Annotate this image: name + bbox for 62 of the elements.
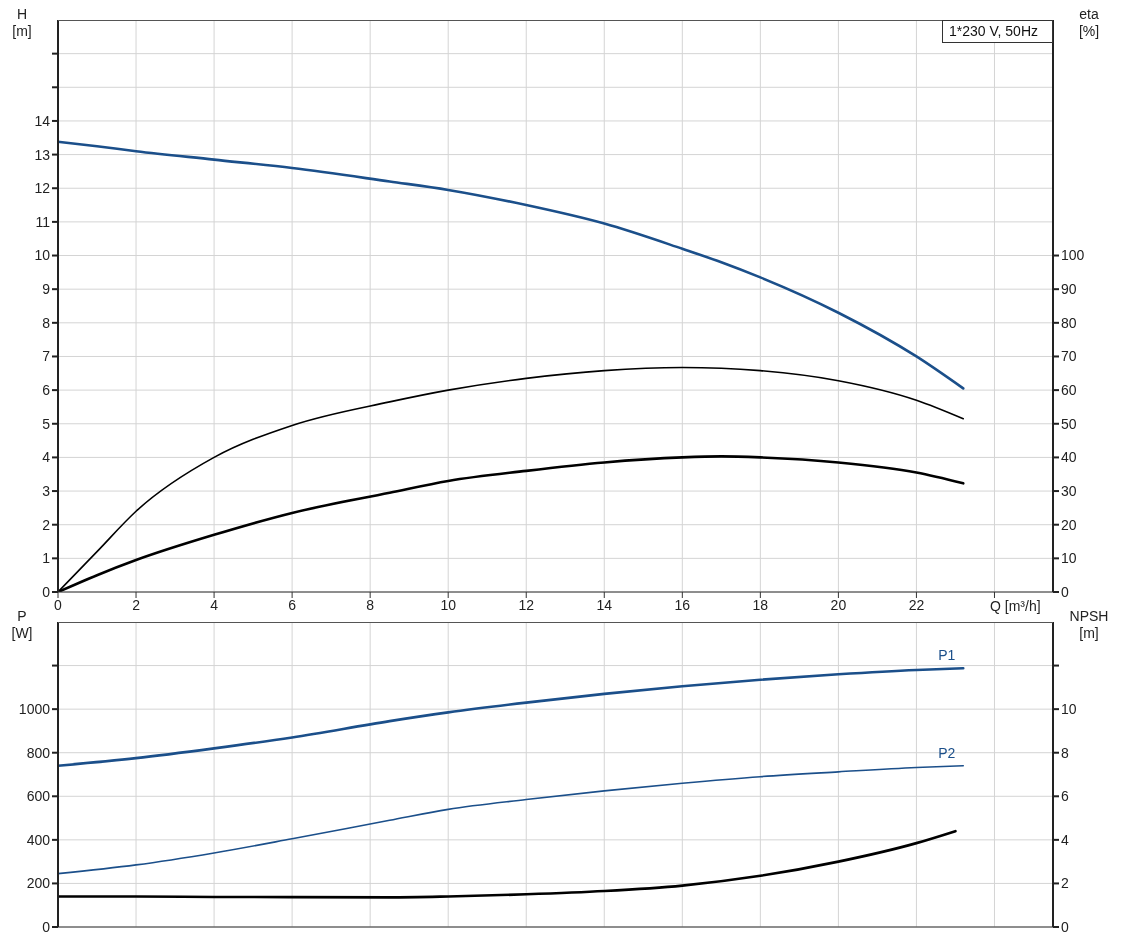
series-label: P2 [938,744,956,761]
y-tick-label: 3 [42,483,51,500]
line-series [58,666,965,768]
y-tick-label: 9 [42,281,51,298]
y-tick-label: 13 [34,146,51,163]
y2-tick-label: 60 [1061,382,1077,399]
x-tick-label: 0 [54,596,63,613]
y-tick-label: 200 [26,875,51,892]
y2-tick-label: 0 [1061,583,1069,600]
series-label: P1 [938,647,956,664]
x-tick-label: 16 [674,596,691,613]
y-tick-label: 0 [42,918,51,935]
y2-tick-label: 100 [1061,247,1085,264]
y-tick-label: 800 [26,744,51,761]
x-tick-label: 6 [288,596,297,613]
y2-tick-label: 10 [1061,701,1077,718]
y2-tick-label: 6 [1061,788,1069,805]
x-tick-label: 12 [518,596,535,613]
y-tick-label: 11 [35,213,51,230]
y-axis-title: H [m] [11,6,33,40]
y2-tick-label: 4 [1061,831,1069,848]
x-tick-label: 20 [830,596,847,613]
y2-tick-label: 10 [1061,550,1077,567]
y-tick-label: 1 [42,550,51,567]
y-tick-label: 4 [42,449,51,466]
y-tick-label: 10 [34,247,51,264]
y-tick-label: 7 [42,348,51,365]
y2-tick-label: 0 [1061,918,1069,935]
line-series [58,764,965,875]
y-tick-label: 6 [42,382,51,399]
x-tick-label: 14 [596,596,613,613]
y-axis-title: P [W] [10,608,34,642]
y-tick-label: 14 [34,112,51,129]
y-tick-label: 12 [34,180,51,197]
y2-tick-label: 70 [1061,348,1077,365]
line-series [58,140,965,390]
line-series [58,829,957,899]
y2-tick-label: 50 [1061,415,1077,432]
y-tick-label: 5 [42,415,51,432]
x-tick-label: 2 [132,596,141,613]
x-tick-label: 8 [366,596,375,613]
y-tick-label: 400 [26,831,51,848]
y-tick-label: 600 [26,788,51,805]
y2-tick-label: 2 [1061,875,1069,892]
y-tick-label: 1000 [18,701,51,718]
y2-axis-title: eta [%] [1077,6,1101,40]
y2-tick-label: 8 [1061,744,1069,761]
y2-axis-title: NPSH [m] [1068,608,1110,642]
y2-tick-label: 90 [1061,281,1077,298]
y-tick-label: 8 [42,314,51,331]
y2-tick-label: 80 [1061,314,1077,331]
x-tick-label: 4 [210,596,219,613]
x-axis-title: Q [m³/h] [990,598,1041,614]
y2-tick-label: 20 [1061,516,1077,533]
annotation: 1*230 V, 50Hz [942,20,1053,43]
y2-tick-label: 40 [1061,449,1077,466]
x-tick-label: 10 [440,596,457,613]
x-tick-label: 22 [908,596,925,613]
y2-tick-label: 30 [1061,483,1077,500]
y-tick-label: 2 [42,516,51,533]
x-tick-label: 18 [752,596,769,613]
y-tick-label: 0 [42,583,51,600]
